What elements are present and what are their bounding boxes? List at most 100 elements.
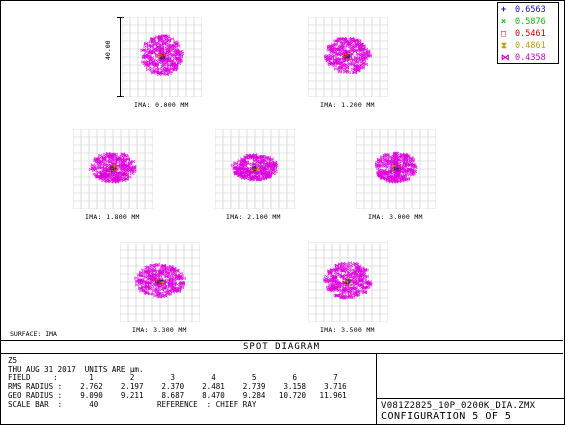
spot-ray: ⋈: [327, 47, 332, 53]
spot-ray: ⋈: [410, 157, 415, 163]
spot-ray: ⋈: [109, 156, 114, 162]
spot-ray: ⋈: [147, 62, 152, 68]
spot-ray: ⋈: [125, 157, 130, 163]
spot-ray: ⋈: [238, 171, 243, 177]
spot-ray: ⋈: [351, 272, 356, 278]
spot-ray: ⋈: [179, 276, 184, 282]
spot-ray: ⋈: [144, 52, 149, 58]
spot-ray: ⋈: [266, 173, 271, 179]
spot-ray: ⋈: [113, 152, 118, 158]
spot-ray: ⋈: [249, 154, 254, 160]
spot-ray: ⋈: [342, 290, 347, 296]
spot-ray: ⋈: [160, 60, 165, 66]
spot-ray: ⋈: [411, 168, 416, 174]
spot-ray: ⋈: [255, 174, 260, 180]
spot-ray: ⋈: [344, 269, 349, 275]
spot-core-ray: ⧗: [256, 166, 259, 171]
spot-ray: ⋈: [150, 69, 155, 75]
spot-ray: ⋈: [175, 273, 180, 279]
spot-ray: ⋈: [164, 266, 169, 272]
spot-ray: ⋈: [96, 174, 101, 180]
spot-ray: ⋈: [380, 175, 385, 181]
spot-ray: ⋈: [131, 169, 136, 175]
spot-ray: ⋈: [155, 273, 160, 279]
spot-ray: ⋈: [326, 56, 331, 62]
spot-ray: ⋈: [386, 159, 391, 165]
spot-plot: ⋈⋈⋈⋈⋈⋈⋈⋈⋈⋈⋈⋈⋈⋈⋈⋈⋈⋈⋈⋈⋈⋈⋈⋈⋈⋈⋈⋈⋈⋈⋈⋈⋈⋈⋈⋈⋈⋈⋈⋈…: [215, 129, 295, 209]
spot-ray: ⋈: [241, 176, 246, 182]
spot-ray: ⋈: [356, 44, 361, 50]
spot-ray: ⋈: [350, 47, 355, 53]
spot-ray: ⋈: [376, 163, 381, 169]
spot-ray: ⋈: [361, 46, 366, 52]
spot-ray: ⋈: [352, 271, 357, 277]
spot-ray: ⋈: [377, 168, 382, 174]
spot-ray: ⋈: [262, 165, 267, 171]
spot-ray: ⋈: [173, 276, 178, 282]
spot-ray: ⋈: [125, 168, 130, 174]
spot-ray: ⋈: [167, 288, 172, 294]
spot-ray: ⋈: [105, 167, 110, 173]
spot-ray: ⋈: [158, 37, 163, 43]
spot-ray: ⋈: [259, 172, 264, 178]
spot-ray: ⋈: [394, 163, 399, 169]
spot-ray: ⋈: [112, 152, 117, 158]
spot-ray: ⋈: [353, 261, 358, 267]
spot-ray: ⋈: [335, 266, 340, 272]
spot-ray: ⋈: [397, 155, 402, 161]
spot-ray: ⋈: [344, 263, 349, 269]
spot-ray: ⋈: [254, 171, 259, 177]
spot-ray: ⋈: [165, 284, 170, 290]
spot-ray: ⋈: [113, 165, 118, 171]
spot-ray: ⋈: [361, 53, 366, 59]
spot-ray: ⋈: [144, 269, 149, 275]
spot-ray: ⋈: [145, 281, 150, 287]
spot-core-ray: +: [349, 278, 353, 284]
spot-ray: ⋈: [405, 154, 410, 160]
spot-ray: ⋈: [328, 279, 333, 285]
spot-ray: ⋈: [330, 287, 335, 293]
spot-ray: ⋈: [359, 273, 364, 279]
spot-ray: ⋈: [177, 274, 182, 280]
spot-ray: ⋈: [272, 162, 277, 168]
spot-ray: ⋈: [265, 170, 270, 176]
divider: [377, 398, 564, 399]
spot-ray: ⋈: [388, 169, 393, 175]
spot-ray: ⋈: [362, 290, 367, 296]
spot-ray: ⋈: [236, 167, 241, 173]
spot-ray: ⋈: [333, 267, 338, 273]
spot-ray: ⋈: [341, 261, 346, 267]
spot-ray: ⋈: [349, 279, 354, 285]
spot-ray: ⋈: [148, 57, 153, 63]
spot-ray: ⋈: [361, 273, 366, 279]
spot-core-ray: □: [157, 280, 161, 285]
spot-ray: ⋈: [390, 168, 395, 174]
spot-ray: ⋈: [154, 35, 159, 41]
spot-ray: ⋈: [404, 154, 409, 160]
spot-ray: ⋈: [124, 177, 129, 183]
spot-ray: ⋈: [335, 282, 340, 288]
spot-ray: ⋈: [144, 63, 149, 69]
spot-ray: ⋈: [167, 43, 172, 49]
spot-ray: ⋈: [336, 61, 341, 67]
spot-ray: ⋈: [331, 45, 336, 51]
spot-ray: ⋈: [179, 51, 184, 57]
spot-ray: ⋈: [121, 172, 126, 178]
spot-ray: ⋈: [162, 58, 167, 64]
spot-core-ray: □: [397, 168, 401, 173]
spot-ray: ⋈: [358, 275, 363, 281]
spot-ray: ⋈: [171, 287, 176, 293]
spot-ray: ⋈: [390, 165, 395, 171]
spot-ray: ⋈: [399, 162, 404, 168]
legend-row: ⧗ 0.4861: [501, 40, 558, 52]
spot-ray: ⋈: [256, 168, 261, 174]
config-box: V081Z2825_10P_0200K_DIA.ZMX CONFIGURATIO…: [376, 353, 564, 424]
spot-ray: ⋈: [345, 49, 350, 55]
spot-ray: ⋈: [335, 263, 340, 269]
spot-ray: ⋈: [105, 179, 110, 185]
spot-field-6: ⋈ ⋈ ⋈ ⋈ ⋈ ⋈ ⋈ ⋈ ⋈ ⋈ ⋈ ⋈ ⋈ ⋈ ⋈ ⋈ ⋈ ⋈ ⋈ ⋈ ⋈ ⋈ ⋈ ⋈ ⋈ ⋈ ⋈ ⋈ ⋈ ⋈ ⋈ ⋈ ⋈ ⋈ ⋈ ⋈ ⋈ ⋈ ⋈ ⋈…: [120, 242, 200, 322]
spot-ray: ⋈: [149, 50, 154, 56]
spot-ray: ⋈: [365, 285, 370, 291]
spot-ray: ⋈: [342, 49, 347, 55]
spot-ray: ⋈: [145, 62, 150, 68]
